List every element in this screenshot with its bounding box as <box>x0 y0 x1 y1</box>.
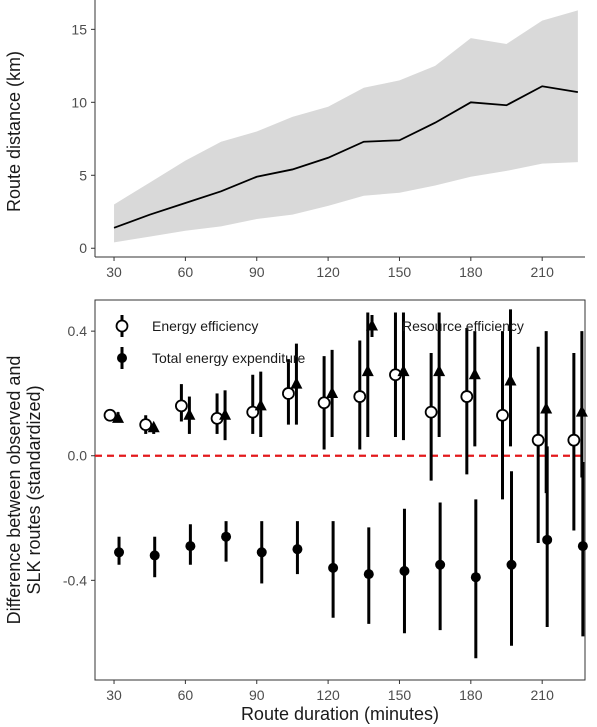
x-tick-label: 60 <box>178 687 194 703</box>
data-point <box>506 559 517 570</box>
distance-line <box>113 85 579 229</box>
data-point <box>114 547 125 558</box>
x-tick-label: 150 <box>388 264 412 280</box>
y-tick-label: 0.0 <box>68 448 88 464</box>
x-tick-label: 210 <box>531 264 555 280</box>
panel-border <box>94 299 586 681</box>
data-point <box>183 408 196 420</box>
legend-marker <box>115 319 129 333</box>
top-panel-distance: 0 5 10 15 30 60 90 120 150 180 210 Route distance (… <box>4 0 585 280</box>
y-tick-label: 0 <box>79 240 87 256</box>
data-point <box>328 562 339 573</box>
series-total-energy-expenditure <box>114 446 588 659</box>
data-point <box>397 364 410 377</box>
data-point <box>112 411 125 423</box>
data-point <box>577 541 588 552</box>
x-tick-label: 150 <box>388 687 412 703</box>
legend-label: Resource efficiency <box>402 318 524 334</box>
legend-item: Total energy expenditure <box>117 347 306 369</box>
data-point <box>256 547 267 558</box>
bottom-panel-difference: -0.4 0.0 0.4 30 60 90 120 150 180 210 Route durati… <box>4 299 588 724</box>
legend-label: Energy efficiency <box>152 318 258 334</box>
x-tick-label: 180 <box>459 264 483 280</box>
data-point <box>282 387 295 400</box>
y-axis-title-line-1: Difference between observed and <box>4 356 24 625</box>
data-point <box>219 408 232 420</box>
series-energy-efficiency <box>103 312 581 543</box>
data-point <box>435 559 446 570</box>
x-tick-label: 90 <box>249 687 265 703</box>
data-point <box>317 396 331 410</box>
x-tick-label: 210 <box>531 687 555 703</box>
y-tick-label: 5 <box>79 167 87 183</box>
data-point <box>221 531 232 542</box>
x-tick-label: 120 <box>316 687 340 703</box>
legend-marker <box>117 353 127 363</box>
y-tick-label: -0.4 <box>63 572 87 588</box>
data-point <box>103 408 117 422</box>
x-tick-label: 180 <box>459 687 483 703</box>
x-axis-title: Route duration (minutes) <box>241 704 439 724</box>
data-point <box>542 534 553 545</box>
data-point <box>139 418 153 431</box>
x-tick-label: 120 <box>316 264 340 280</box>
data-point <box>424 405 438 419</box>
x-tick-label: 30 <box>106 687 122 703</box>
data-point <box>460 390 474 403</box>
x-tick-label: 30 <box>106 264 122 280</box>
data-point <box>149 550 160 561</box>
data-point <box>399 565 410 576</box>
legend-marker <box>366 319 378 331</box>
data-point <box>540 402 553 414</box>
y-axis-title-line-2: SLK routes (standardized) <box>24 385 44 594</box>
data-point <box>468 367 481 380</box>
data-point <box>326 386 339 398</box>
data-point <box>290 377 303 389</box>
data-point <box>470 572 481 583</box>
data-point <box>504 373 517 386</box>
y-axis-title: Route distance (km) <box>4 51 24 212</box>
y-tick-label: 0.4 <box>68 323 88 339</box>
data-point <box>575 405 588 417</box>
x-tick-label: 90 <box>249 264 265 280</box>
confidence-band <box>114 10 578 243</box>
data-point <box>353 390 367 403</box>
data-point <box>292 544 303 555</box>
data-point <box>531 433 545 447</box>
y-tick-label: 10 <box>71 94 87 110</box>
legend-item: Resource efficiency <box>366 315 524 337</box>
data-point <box>254 398 267 411</box>
legend-label: Total energy expenditure <box>152 350 306 366</box>
legend: Energy efficiency Resource efficiency Tota… <box>115 315 524 369</box>
data-point <box>185 541 196 552</box>
data-point <box>567 433 581 447</box>
x-tick-label: 60 <box>178 264 194 280</box>
data-point <box>147 420 160 433</box>
data-point <box>363 569 374 580</box>
data-point <box>361 364 374 377</box>
y-tick-label: 15 <box>71 21 87 37</box>
legend-item: Energy efficiency <box>115 315 258 337</box>
data-point <box>174 399 188 413</box>
data-point <box>496 408 509 422</box>
data-point <box>433 364 446 377</box>
